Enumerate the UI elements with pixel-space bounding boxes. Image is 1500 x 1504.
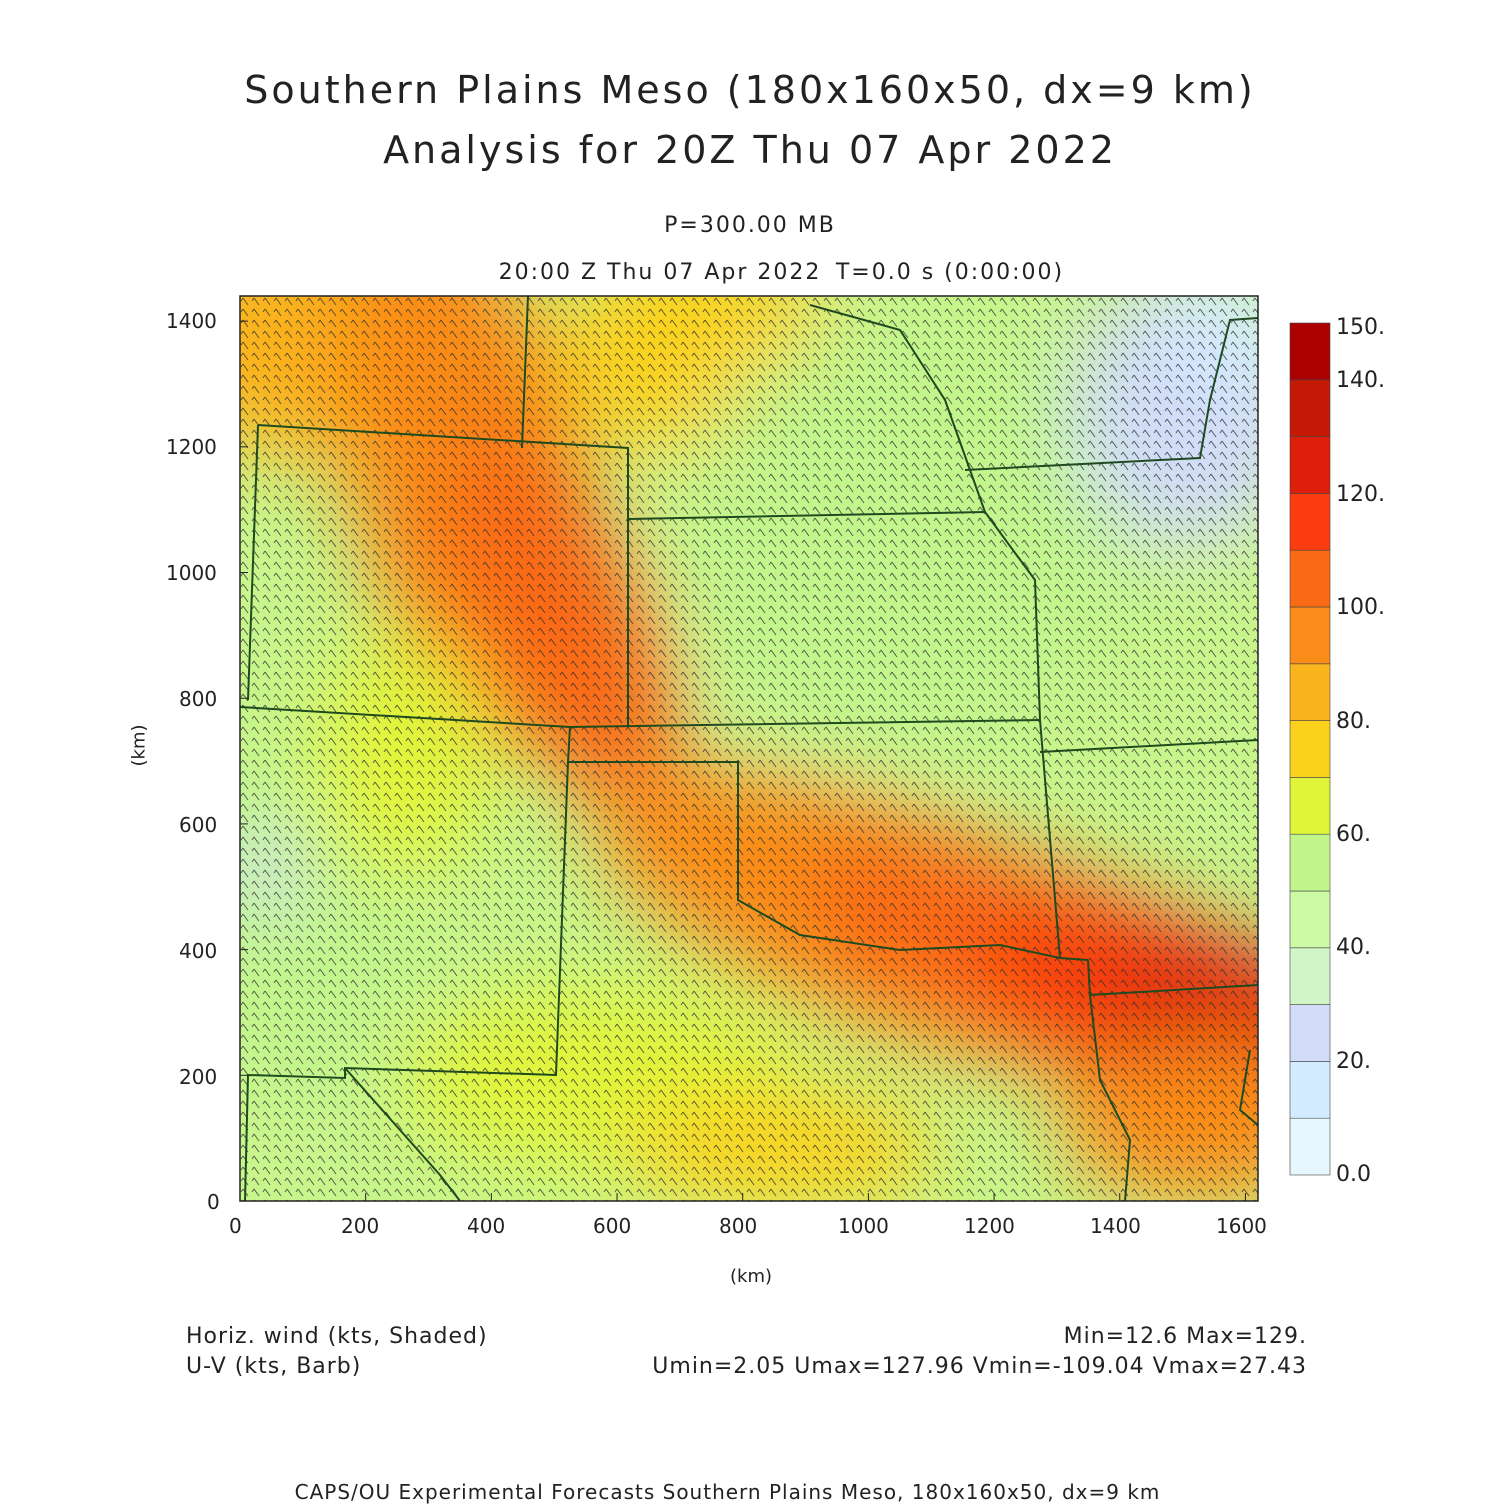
colorbar <box>1289 322 1331 1176</box>
colorbar-swatch <box>1289 663 1331 721</box>
plot-frame <box>239 295 1259 1202</box>
colorbar-swatch <box>1289 947 1331 1005</box>
x-tick-label: 1200 <box>964 1214 1015 1238</box>
x-axis-label: (km) <box>730 1266 773 1287</box>
colorbar-label: 140. <box>1336 368 1385 393</box>
colorbar-swatch <box>1289 720 1331 778</box>
footer-credit: CAPS/OU Experimental Forecasts Southern … <box>294 1480 1161 1504</box>
title-line-2: Analysis for 20Z Thu 07 Apr 2022 <box>383 128 1117 172</box>
colorbar-label: 120. <box>1336 482 1385 507</box>
colorbar-label: 60. <box>1336 822 1371 847</box>
colorbar-swatch <box>1289 549 1331 608</box>
pressure-level-label: P=300.00 MB <box>664 213 836 238</box>
x-tick-label: 600 <box>593 1214 632 1238</box>
y-tick-label: 1000 <box>166 561 217 585</box>
y-tick-label: 1400 <box>166 309 217 333</box>
colorbar-swatch <box>1289 890 1331 949</box>
colorbar-label: 80. <box>1336 709 1371 734</box>
colorbar-swatch <box>1289 322 1331 381</box>
colorbar-label: 0.0 <box>1336 1162 1371 1187</box>
x-tick-label: 0 <box>229 1214 242 1238</box>
shaded-wind-field <box>240 296 1258 1201</box>
y-tick-label: 800 <box>179 687 218 711</box>
state-boundaries <box>240 296 1258 1201</box>
colorbar-label: 20. <box>1336 1049 1371 1074</box>
colorbar-swatch <box>1289 379 1331 437</box>
shaded-field-legend: Horiz. wind (kts, Shaded) <box>186 1324 488 1349</box>
valid-time-label: 20:00 Z Thu 07 Apr 2022 <box>498 260 822 285</box>
uv-stats: Umin=2.05 Umax=127.96 Vmin=-109.04 Vmax=… <box>652 1354 1307 1379</box>
colorbar-swatch <box>1289 1117 1331 1176</box>
x-tick-label: 400 <box>467 1214 506 1238</box>
y-tick-label: 200 <box>179 1065 218 1089</box>
colorbar-label: 150. <box>1336 315 1385 340</box>
colorbar-swatch <box>1289 833 1331 892</box>
x-tick-label: 200 <box>341 1214 380 1238</box>
colorbar-swatch <box>1289 1004 1331 1062</box>
y-tick-label: 600 <box>179 813 218 837</box>
forecast-time-label: T=0.0 s (0:00:00) <box>835 260 1065 285</box>
y-tick-label: 1200 <box>166 435 217 459</box>
min-max-stats: Min=12.6 Max=129. <box>1063 1324 1307 1349</box>
colorbar-swatch <box>1289 777 1331 835</box>
x-tick-label: 1000 <box>838 1214 889 1238</box>
colorbar-swatch <box>1289 436 1331 494</box>
axis-ticks <box>239 320 1246 1202</box>
barb-field-legend: U-V (kts, Barb) <box>186 1354 362 1379</box>
colorbar-swatch <box>1289 493 1331 551</box>
colorbar-label: 100. <box>1336 595 1385 620</box>
x-tick-label: 1400 <box>1090 1214 1141 1238</box>
colorbar-swatch <box>1289 1061 1331 1119</box>
colorbar-label: 40. <box>1336 935 1371 960</box>
colorbar-swatch <box>1289 606 1331 665</box>
x-tick-label: 1600 <box>1216 1214 1267 1238</box>
y-axis-label: (km) <box>128 724 150 767</box>
y-tick-label: 400 <box>179 939 218 963</box>
x-tick-label: 800 <box>719 1214 758 1238</box>
title-line-1: Southern Plains Meso (180x160x50, dx=9 k… <box>244 68 1256 112</box>
y-tick-label: 0 <box>207 1190 220 1214</box>
